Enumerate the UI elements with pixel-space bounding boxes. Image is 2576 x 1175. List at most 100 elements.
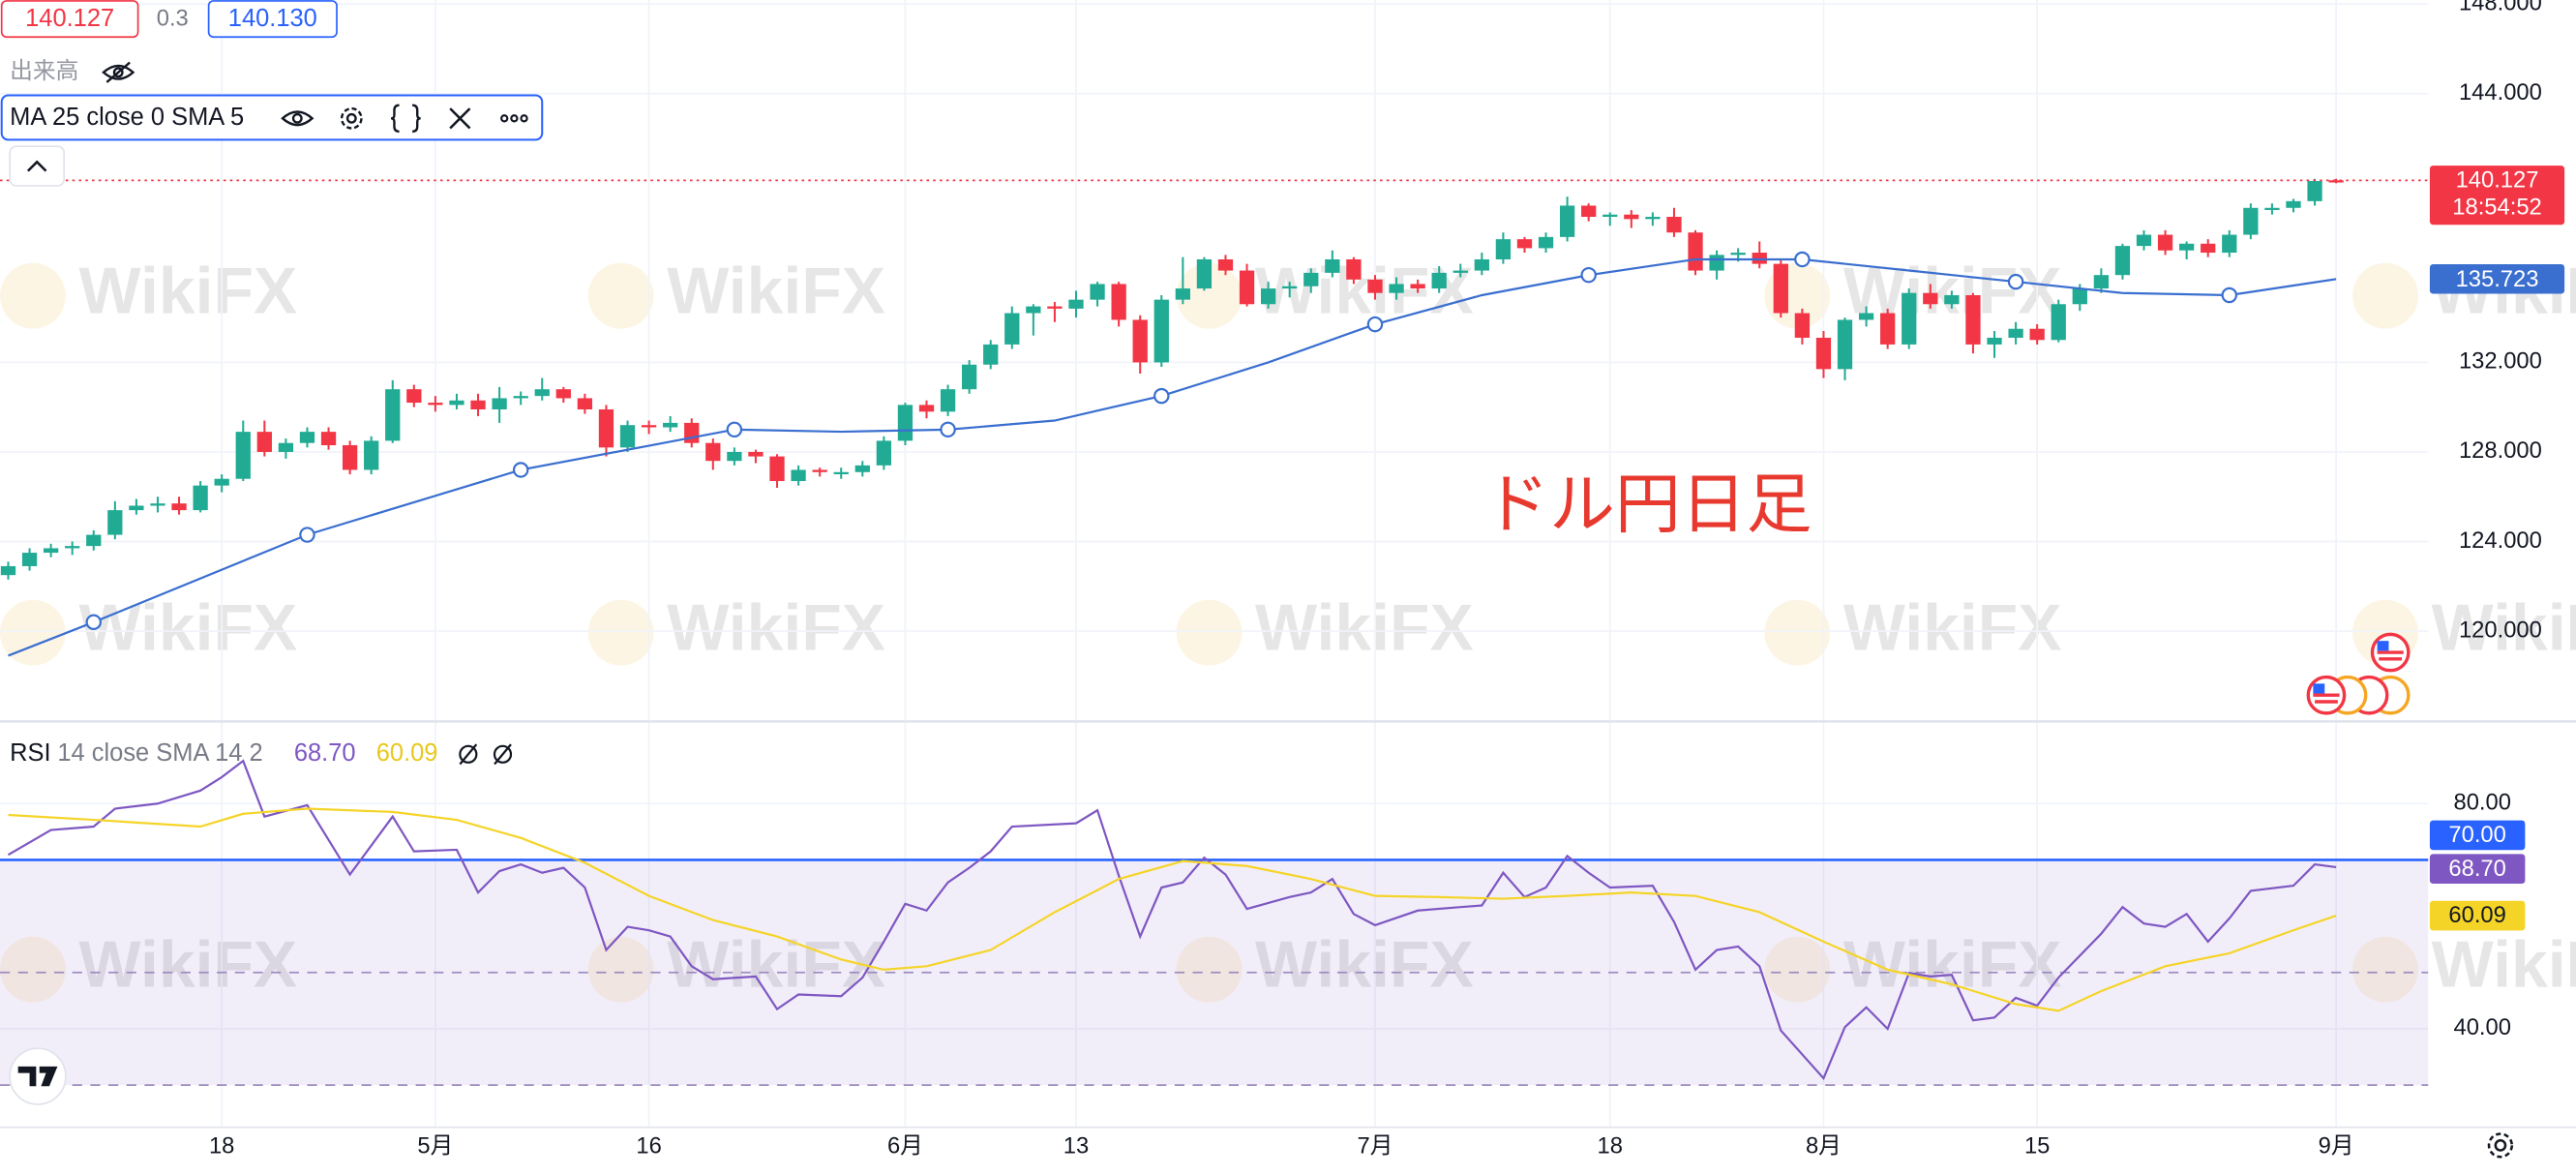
rsi-tag [2429,854,2526,884]
candle-body [342,445,358,470]
candle-body [1944,295,1960,305]
candle-body [235,432,251,479]
collapse-button[interactable] [9,145,66,187]
logo-badge[interactable] [9,1047,67,1105]
event-flags[interactable] [2306,632,2411,715]
candle-body [1474,258,1489,271]
watermark: WikiFX [2432,592,2576,665]
y-tick-label: 40.00 [2454,1014,2511,1040]
countdown: 18:54:52 [2452,195,2541,221]
watermark: WikiFX [667,256,885,328]
more-icon[interactable] [500,114,528,123]
candle-body [1603,214,1618,218]
candle-body [150,503,165,506]
candle-body [1410,284,1425,289]
candle-body [555,389,571,399]
candle-body [2307,181,2322,201]
watermark-logo [587,936,654,1003]
candle-body [299,432,315,443]
candle-body [2051,304,2066,341]
candle-body [1026,306,1041,314]
candle-body [470,400,486,409]
settings-icon[interactable] [340,106,363,130]
candle-body [1196,258,1213,289]
candle-body [876,440,892,466]
candle-body [1047,306,1063,309]
candle-body [2286,200,2301,208]
rsi-line [7,759,2337,1081]
candle-body [1111,284,1126,320]
rsi-tag-text: 68.70 [2448,856,2505,882]
eye-icon[interactable] [281,110,315,127]
candle-body [320,432,337,446]
candle-body [1902,292,1917,345]
candle-body [1239,270,1255,305]
grid [0,0,2429,1128]
ma-price-tag-text: 135.723 [2456,266,2539,292]
y-tick-label: 80.00 [2454,790,2511,816]
candle-body [1794,313,1811,338]
spread: 0.3 [157,6,189,32]
volume-label: 出来高 [10,58,78,84]
ma-price-tag [2429,263,2565,294]
candle-body [769,456,785,482]
candle-body [2136,234,2152,247]
candle-body [1559,205,1575,237]
candle-body [1068,299,1084,309]
watermark-logo [1176,262,1243,329]
candle-body [65,546,80,549]
ask-box[interactable] [207,0,338,39]
candle-body [1688,232,1703,271]
candle-body [534,389,550,397]
candle-body [854,465,870,472]
ma-marker [2221,286,2238,304]
na-icons [459,743,513,766]
candle-body [2008,328,2023,338]
candle-body [1880,313,1896,345]
candle-body [1004,313,1020,345]
watermark: WikiFX [667,592,885,665]
candle-body [962,364,977,390]
candle-body [1389,284,1404,293]
candle-body [107,510,123,535]
x-tick-label: 8月 [1806,1132,1842,1159]
hidden-icon[interactable] [102,61,135,83]
logo [17,1066,58,1087]
rsi-legend-title: RSI [10,739,50,767]
watermark: WikiFX [78,592,297,665]
ma-legend-box[interactable] [0,94,544,141]
y-tick-label: 132.000 [2459,348,2542,375]
candle-body [1303,272,1319,286]
bid-box[interactable] [0,0,139,39]
candle-body [2328,180,2344,183]
candle-body [406,389,422,404]
watermark: WikiFX [78,929,297,1002]
bid-price: 140.127 [25,5,114,32]
candle-body [1495,239,1512,259]
candle-body [1815,337,1832,370]
remove-icon[interactable] [449,107,471,130]
candle-body [812,469,827,472]
x-tick-label: 7月 [1357,1132,1393,1159]
candle-body [791,469,806,482]
ask-price: 140.130 [228,5,317,32]
candle-body [940,389,956,412]
ma-marker [1366,316,1384,333]
candle-body [1325,258,1340,273]
candle-body [0,565,16,576]
rsi-legend-value: 68.70 [294,739,356,767]
y-tick-label: 124.000 [2459,527,2542,554]
watermark-logo [2352,936,2419,1003]
candle-body [1346,258,1362,280]
candle-body [1645,217,1661,220]
candle-body [1175,288,1190,300]
candle-body [1453,270,1468,273]
ma-marker [299,527,315,543]
watermark: WikiFX [1843,592,2062,665]
watermark: WikiFX [78,256,297,328]
rsi-ma-line [8,807,2337,1012]
watermark-logo [0,936,66,1003]
rsi-ma-tag-text: 60.09 [2448,902,2505,928]
